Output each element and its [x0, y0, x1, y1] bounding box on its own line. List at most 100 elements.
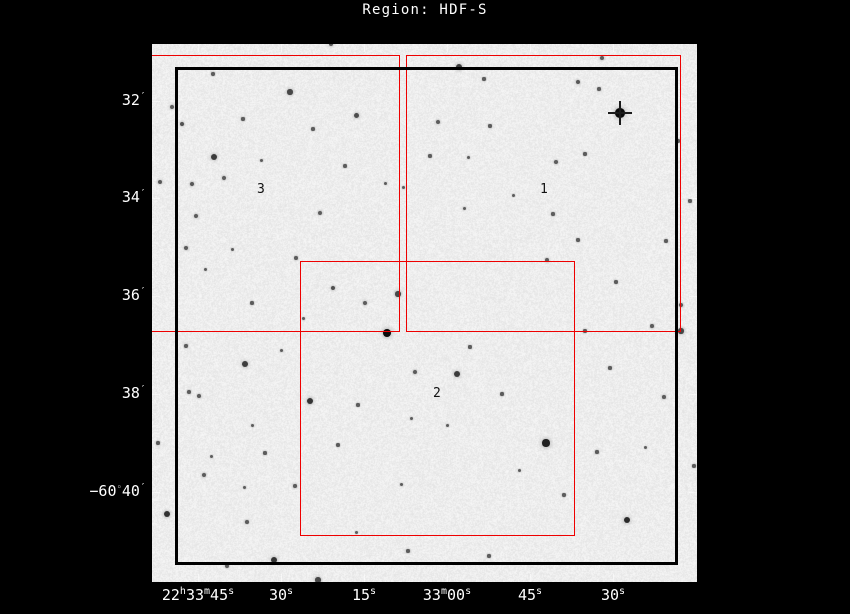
- x-axis-tick: [364, 574, 365, 582]
- star-point: [664, 239, 668, 243]
- star-point: [383, 181, 387, 185]
- sky-image-panel: 1 2 3: [152, 44, 697, 582]
- star-point: [395, 291, 401, 297]
- star-point: [583, 152, 587, 156]
- x-tick-label: 15s: [351, 586, 377, 604]
- star-point: [551, 212, 555, 216]
- x-axis-tick: [613, 574, 614, 582]
- star-point: [517, 468, 521, 472]
- star-point: [230, 247, 234, 251]
- star-point: [157, 179, 163, 185]
- star-point: [221, 175, 227, 181]
- region-label-3: 3: [257, 182, 265, 197]
- y-axis-tick: [689, 101, 697, 102]
- x-axis-tick: [198, 574, 199, 582]
- y-axis-tick: [689, 492, 697, 493]
- star-point: [356, 403, 360, 407]
- star-point: [293, 484, 297, 488]
- star-point: [623, 516, 631, 524]
- survey-field-outline: [175, 67, 678, 565]
- star-point: [311, 127, 315, 131]
- region-3-footprint: [152, 55, 400, 332]
- star-point: [263, 451, 267, 455]
- region-1-footprint: [406, 55, 681, 332]
- region-label-1: 1: [540, 182, 548, 197]
- star-point: [203, 267, 207, 271]
- star-point: [643, 445, 647, 449]
- star-point: [170, 105, 174, 109]
- star-point: [259, 158, 263, 162]
- star-point: [608, 366, 612, 370]
- star-point: [600, 56, 604, 60]
- star-point: [336, 443, 340, 447]
- x-axis-tick: [281, 574, 282, 582]
- star-point: [184, 344, 188, 348]
- star-point: [462, 206, 466, 210]
- star-point: [500, 392, 504, 396]
- star-point: [662, 395, 666, 399]
- chart-title: Region: HDF-S: [362, 2, 488, 18]
- star-point: [197, 394, 201, 398]
- star-point: [554, 160, 558, 164]
- x-axis-tick: [447, 574, 448, 582]
- x-axis-tick: [530, 574, 531, 582]
- star-point: [562, 493, 566, 497]
- star-point: [194, 214, 198, 218]
- star-point: [279, 348, 283, 352]
- star-point: [315, 577, 321, 582]
- star-point: [187, 390, 191, 394]
- x-tick-label: 30s: [268, 586, 294, 604]
- x-tick-label: 22h33m45s: [161, 586, 235, 604]
- x-tick-label: 33m00s: [422, 586, 472, 604]
- y-axis-tick: [152, 198, 160, 199]
- region-2-footprint: [300, 261, 575, 536]
- x-axis-tick: [530, 44, 531, 52]
- star-point: [362, 300, 368, 306]
- star-point: [250, 301, 254, 305]
- star-point: [401, 185, 405, 189]
- star-point: [328, 44, 334, 47]
- star-point: [382, 328, 392, 338]
- star-point: [413, 370, 417, 374]
- star-point: [511, 193, 515, 197]
- region-label-2: 2: [433, 386, 441, 401]
- star-point: [343, 164, 347, 168]
- star-point: [294, 256, 298, 260]
- star-point: [318, 211, 322, 215]
- star-point: [466, 155, 470, 159]
- star-point: [245, 520, 249, 524]
- x-tick-label: 45s: [517, 586, 543, 604]
- star-point: [614, 280, 618, 284]
- star-point: [399, 482, 403, 486]
- star-point: [189, 181, 195, 187]
- star-point: [241, 117, 245, 121]
- star-point: [330, 285, 336, 291]
- star-point: [202, 473, 206, 477]
- star-point: [250, 423, 254, 427]
- star-point: [583, 329, 587, 333]
- star-point: [353, 112, 359, 118]
- y-axis-tick: [689, 394, 697, 395]
- star-point: [301, 316, 305, 320]
- star-point: [409, 416, 413, 420]
- star-point: [428, 154, 432, 158]
- star-point: [545, 258, 549, 262]
- x-tick-label: 30s: [600, 586, 626, 604]
- star-point: [406, 549, 410, 553]
- y-tick-label: 32′: [121, 91, 146, 109]
- star-point: [306, 397, 314, 405]
- star-point: [575, 79, 581, 85]
- y-axis-tick: [689, 296, 697, 297]
- star-point: [597, 87, 601, 91]
- star-point: [242, 485, 246, 489]
- x-axis-tick: [364, 44, 365, 52]
- star-point: [488, 124, 492, 128]
- y-axis-tick: [152, 394, 160, 395]
- star-point: [542, 439, 550, 447]
- star-diffraction-spike: [619, 100, 621, 126]
- star-point: [242, 361, 248, 367]
- star-point: [445, 423, 449, 427]
- star-point: [209, 454, 213, 458]
- star-point: [679, 303, 683, 307]
- y-axis-tick: [689, 198, 697, 199]
